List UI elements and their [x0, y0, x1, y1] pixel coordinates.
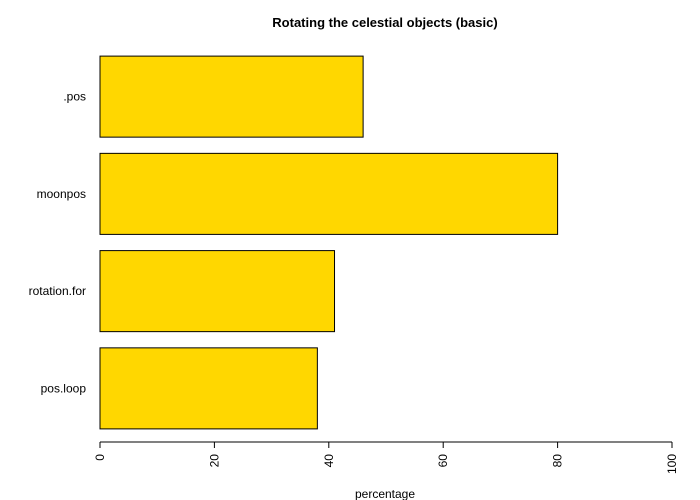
bar-pos-loop	[99, 347, 318, 430]
category-label: moonpos	[37, 187, 86, 201]
bars-group	[99, 55, 559, 430]
category-labels: .pos moonpos rotation.for pos.loop	[29, 90, 87, 396]
x-tick-label: 80	[551, 454, 565, 468]
category-label: rotation.for	[29, 284, 86, 298]
category-label: .pos	[63, 90, 86, 104]
x-tick-label: 0	[93, 454, 107, 461]
x-tick-label: 40	[322, 454, 336, 468]
x-axis: 0 20 40 60 80 100	[93, 441, 679, 474]
chart-title: Rotating the celestial objects (basic)	[272, 15, 497, 30]
category-label: pos.loop	[41, 381, 87, 395]
x-axis-title: percentage	[355, 487, 415, 500]
bar-pos	[99, 55, 364, 138]
bar-moonpos	[99, 152, 559, 235]
x-tick-label: 60	[436, 454, 450, 468]
x-tick-label: 100	[665, 454, 679, 474]
bar-rotation-for	[99, 250, 336, 333]
x-tick-label: 20	[207, 454, 221, 468]
